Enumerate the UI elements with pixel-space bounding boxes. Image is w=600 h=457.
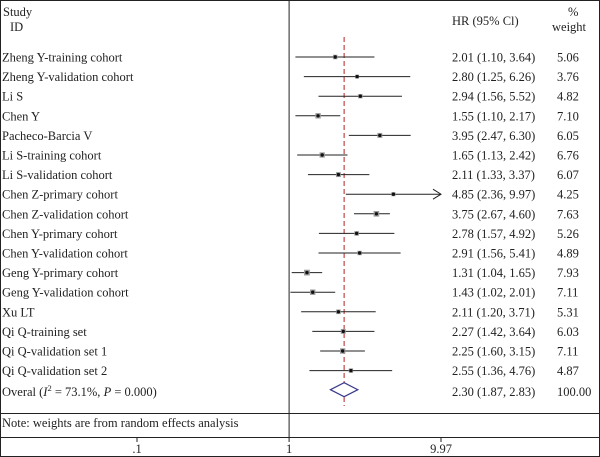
study-ci: 2.01 (1.10, 3.64) bbox=[452, 51, 535, 65]
point-estimate bbox=[320, 153, 324, 157]
point-estimate bbox=[358, 94, 363, 98]
point-estimate bbox=[333, 55, 337, 59]
header-study: Study bbox=[3, 5, 33, 19]
study-label: Li S bbox=[2, 90, 23, 104]
study-weight: 3.76 bbox=[557, 70, 579, 84]
point-estimate bbox=[357, 251, 362, 255]
study-label: Chen Y bbox=[2, 109, 40, 123]
overall-diamond bbox=[329, 382, 360, 398]
study-weight: 4.82 bbox=[557, 90, 579, 104]
study-weight: 6.03 bbox=[557, 325, 579, 339]
study-ci: 2.80 (1.25, 6.26) bbox=[452, 70, 535, 84]
header-weight: weight bbox=[552, 20, 587, 34]
study-label: Chen Z-validation cohort bbox=[2, 207, 129, 221]
point-estimate bbox=[354, 231, 359, 236]
study-weight: 6.07 bbox=[557, 168, 579, 182]
study-weight: 7.93 bbox=[557, 266, 579, 280]
study-ci: 2.78 (1.57, 4.92) bbox=[452, 227, 535, 241]
header-percent: % bbox=[568, 5, 578, 19]
study-label: Zheng Y-training cohort bbox=[2, 51, 123, 65]
study-label: Pacheco-Barcia V bbox=[2, 129, 92, 143]
point-estimate bbox=[355, 74, 359, 79]
study-label: Chen Y-validation cohort bbox=[2, 247, 128, 261]
study-ci: 2.55 (1.36, 4.76) bbox=[452, 364, 535, 378]
study-weight: 7.11 bbox=[557, 286, 578, 300]
study-weight: 5.31 bbox=[557, 305, 579, 319]
study-label: Geng Y-validation cohort bbox=[2, 286, 129, 300]
study-weight: 5.06 bbox=[557, 51, 579, 65]
overall-weight: 100.00 bbox=[557, 385, 591, 399]
study-label: Chen Z-primary cohort bbox=[2, 188, 118, 202]
point-estimate bbox=[341, 329, 345, 334]
study-rows: Zheng Y-training cohort 2.01 (1.10, 3.64)… bbox=[2, 51, 579, 379]
study-ci: 2.11 (1.33, 3.37) bbox=[452, 168, 535, 182]
study-weight: 4.89 bbox=[557, 247, 579, 261]
study-label: Li S-training cohort bbox=[2, 149, 102, 163]
study-label: Qi Q-validation set 1 bbox=[2, 345, 107, 359]
x-tick-label: 1 bbox=[286, 442, 292, 456]
study-weight: 5.26 bbox=[557, 227, 579, 241]
study-ci: 3.95 (2.47, 6.30) bbox=[452, 129, 535, 143]
study-weight: 4.87 bbox=[557, 364, 579, 378]
study-weight: 6.76 bbox=[557, 149, 579, 163]
study-label: Li S-validation cohort bbox=[2, 168, 113, 182]
study-ci: 2.91 (1.56, 5.41) bbox=[452, 247, 535, 261]
overall-ci: 2.30 (1.87, 2.83) bbox=[452, 385, 535, 399]
study-label: Qi Q-validation set 2 bbox=[2, 364, 107, 378]
study-label: Zheng Y-validation cohort bbox=[2, 70, 134, 84]
study-label: Chen Y-primary cohort bbox=[2, 227, 118, 241]
study-ci: 4.85 (2.36, 9.97) bbox=[452, 188, 535, 202]
study-weight: 7.11 bbox=[557, 345, 578, 359]
overall-label: Overal (I2 = 73.1%, P = 0.000) bbox=[2, 383, 157, 399]
study-weight: 7.63 bbox=[557, 207, 579, 221]
study-label: Geng Y-primary cohort bbox=[2, 266, 119, 280]
study-ci: 2.94 (1.56, 5.52) bbox=[452, 90, 535, 104]
header-id: ID bbox=[10, 20, 23, 34]
study-weight: 6.05 bbox=[557, 129, 579, 143]
study-label: Qi Q-training set bbox=[2, 325, 87, 339]
ci-arrow bbox=[432, 188, 442, 200]
point-estimate bbox=[336, 172, 341, 177]
study-ci: 1.65 (1.13, 2.42) bbox=[452, 149, 535, 163]
study-weight: 4.25 bbox=[557, 188, 579, 202]
point-estimate bbox=[336, 310, 341, 314]
point-estimate bbox=[316, 114, 320, 118]
point-estimate bbox=[378, 133, 382, 138]
x-tick-label: 9.97 bbox=[430, 442, 452, 456]
x-tick-label: .1 bbox=[132, 442, 141, 456]
study-ci: 2.27 (1.42, 3.64) bbox=[452, 325, 535, 339]
x-axis-ticks: .1 1 9.97 bbox=[132, 437, 452, 456]
header-hr: HR (95% Cl) bbox=[452, 14, 519, 28]
study-ci: 1.43 (1.02, 2.01) bbox=[452, 286, 535, 300]
point-estimate bbox=[349, 368, 353, 373]
study-ci: 1.55 (1.10, 2.17) bbox=[452, 109, 535, 123]
study-weight: 7.10 bbox=[557, 109, 579, 123]
point-estimate bbox=[391, 192, 396, 196]
point-estimate bbox=[374, 212, 379, 216]
study-ci: 2.25 (1.60, 3.15) bbox=[452, 345, 535, 359]
study-ci: 3.75 (2.67, 4.60) bbox=[452, 207, 535, 221]
study-ci: 1.31 (1.04, 1.65) bbox=[452, 266, 535, 280]
point-estimate bbox=[340, 349, 345, 353]
point-estimate bbox=[305, 270, 309, 275]
study-label: Xu LT bbox=[2, 305, 35, 319]
study-ci: 2.11 (1.20, 3.71) bbox=[452, 305, 535, 319]
point-estimate bbox=[311, 290, 315, 294]
note-text: Note: weights are from random effects an… bbox=[2, 416, 239, 430]
